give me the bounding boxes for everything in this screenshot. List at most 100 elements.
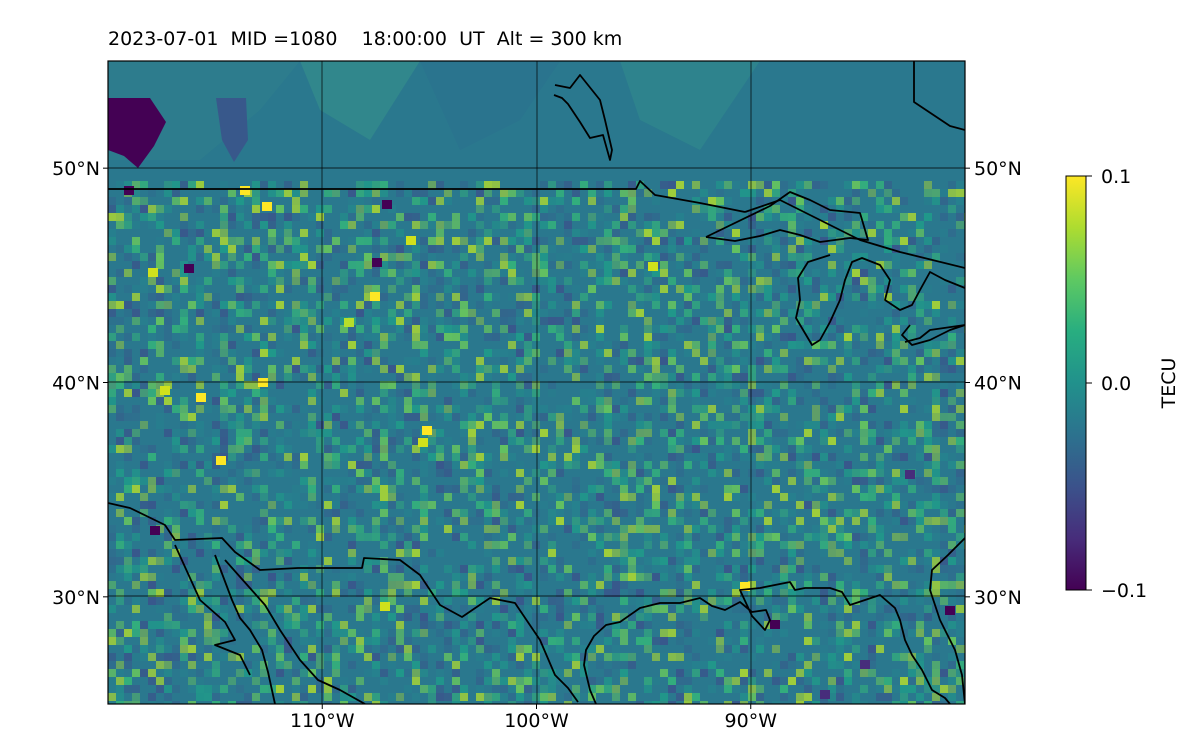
colorbar-tick-label: 0.1 bbox=[1101, 166, 1131, 188]
tec-cell bbox=[500, 525, 508, 533]
tec-cell bbox=[356, 637, 364, 645]
tec-cell bbox=[220, 365, 228, 373]
tec-cell bbox=[188, 429, 196, 437]
tec-cell bbox=[348, 485, 356, 493]
tec-cell bbox=[532, 237, 540, 245]
lon-tick-label: 110°W bbox=[290, 710, 355, 732]
tec-cell bbox=[556, 189, 564, 197]
tec-cell bbox=[924, 525, 932, 533]
tec-cell bbox=[252, 493, 260, 501]
tec-cell bbox=[668, 653, 676, 661]
tec-cell bbox=[684, 485, 692, 493]
tec-cell bbox=[268, 525, 276, 533]
tec-cell bbox=[492, 525, 500, 533]
tec-cell bbox=[940, 421, 948, 429]
tec-cell bbox=[908, 373, 916, 381]
tec-cell bbox=[436, 237, 444, 245]
tec-cell bbox=[772, 245, 780, 253]
tec-cell bbox=[364, 221, 372, 229]
tec-cell bbox=[924, 461, 932, 469]
tec-cell bbox=[108, 477, 116, 485]
tec-cell bbox=[644, 541, 652, 549]
tec-cell bbox=[420, 597, 428, 605]
tec-cell bbox=[396, 389, 404, 397]
tec-cell bbox=[420, 293, 428, 301]
tec-cell bbox=[716, 677, 724, 685]
tec-cell bbox=[300, 245, 308, 253]
tec-cell bbox=[148, 501, 156, 509]
tec-cell bbox=[188, 597, 196, 605]
tec-cell bbox=[860, 437, 868, 445]
tec-cell bbox=[956, 437, 964, 445]
tec-cell bbox=[780, 237, 788, 245]
tec-cell bbox=[140, 621, 148, 629]
tec-cell bbox=[444, 397, 452, 405]
tec-cell bbox=[836, 285, 844, 293]
tec-cell bbox=[668, 477, 676, 485]
tec-cell bbox=[180, 437, 188, 445]
tec-cell bbox=[596, 685, 604, 693]
tec-cell bbox=[732, 701, 740, 704]
tec-cell bbox=[388, 637, 396, 645]
tec-cell bbox=[252, 181, 260, 189]
tec-cell bbox=[348, 261, 356, 269]
tec-cell bbox=[620, 461, 628, 469]
tec-cell bbox=[708, 213, 716, 221]
tec-cell bbox=[388, 629, 396, 637]
tec-cell bbox=[804, 357, 812, 365]
tec-cell bbox=[684, 645, 692, 653]
tec-cell bbox=[356, 477, 364, 485]
tec-cell bbox=[940, 429, 948, 437]
tec-cell bbox=[116, 357, 124, 365]
tec-cell bbox=[228, 269, 236, 277]
tec-cell bbox=[628, 445, 636, 453]
tec-cell bbox=[716, 557, 724, 565]
tec-cell bbox=[292, 197, 300, 205]
tec-cell bbox=[772, 613, 780, 621]
tec-cell bbox=[172, 293, 180, 301]
tec-cell bbox=[796, 669, 804, 677]
tec-cell bbox=[660, 413, 668, 421]
tec-cell bbox=[908, 565, 916, 573]
tec-cell bbox=[356, 309, 364, 317]
tec-cell bbox=[572, 445, 580, 453]
tec-cell bbox=[812, 285, 820, 293]
tec-cell bbox=[236, 493, 244, 501]
tec-cell bbox=[476, 509, 484, 517]
tec-cell bbox=[428, 645, 436, 653]
tec-cell bbox=[828, 493, 836, 501]
tec-cell bbox=[116, 213, 124, 221]
tec-cell bbox=[804, 461, 812, 469]
tec-cell bbox=[924, 613, 932, 621]
tec-cell bbox=[308, 637, 316, 645]
tec-cell bbox=[276, 189, 284, 197]
tec-cell bbox=[252, 189, 260, 197]
tec-cell bbox=[532, 653, 540, 661]
tec-cell bbox=[668, 253, 676, 261]
tec-cell bbox=[556, 637, 564, 645]
tec-cell bbox=[380, 541, 388, 549]
tec-cell bbox=[692, 373, 700, 381]
tec-cell bbox=[540, 629, 548, 637]
tec-cell bbox=[364, 189, 372, 197]
tec-cell bbox=[108, 445, 116, 453]
tec-cell bbox=[644, 357, 652, 365]
tec-cell bbox=[892, 493, 900, 501]
tec-cell bbox=[420, 413, 428, 421]
tec-cell bbox=[468, 429, 476, 437]
tec-cell bbox=[908, 317, 916, 325]
tec-cell bbox=[556, 605, 564, 613]
tec-cell bbox=[580, 397, 588, 405]
tec-cell bbox=[580, 693, 588, 701]
tec-cell bbox=[460, 381, 468, 389]
tec-cell bbox=[828, 525, 836, 533]
tec-cell bbox=[188, 701, 196, 704]
tec-cell bbox=[532, 309, 540, 317]
tec-cell bbox=[188, 445, 196, 453]
tec-cell bbox=[292, 669, 300, 677]
tec-cell bbox=[260, 221, 268, 229]
tec-cell bbox=[724, 421, 732, 429]
tec-cell bbox=[908, 293, 916, 301]
tec-cell bbox=[676, 221, 684, 229]
tec-cell bbox=[764, 293, 772, 301]
